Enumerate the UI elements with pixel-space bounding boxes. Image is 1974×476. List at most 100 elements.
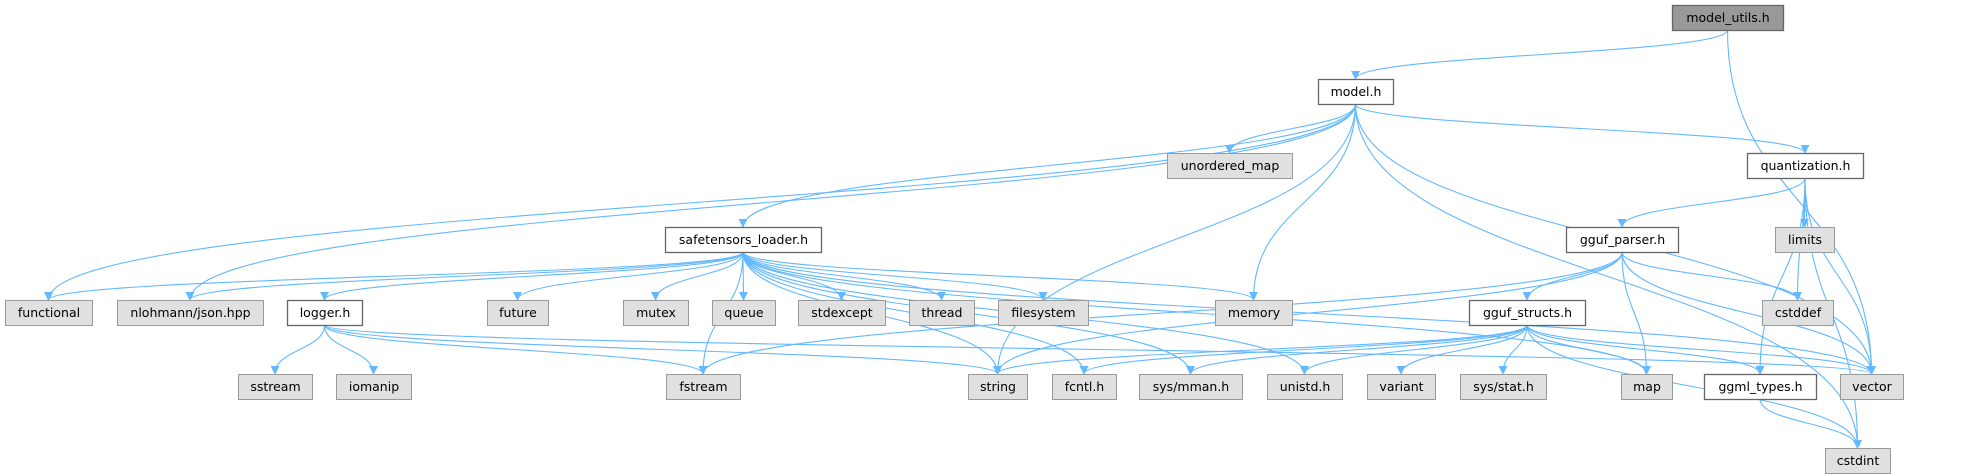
node-box: [664, 226, 823, 254]
edge-logger-to-sstream: [270, 324, 326, 375]
node-vector: vector: [1840, 374, 1904, 400]
edge-safetensors_loader-to-thread: [742, 251, 946, 301]
node-label: future: [499, 305, 537, 320]
edge-logger-to-iomanip: [323, 324, 378, 375]
node-filesystem: filesystem: [998, 300, 1089, 326]
node-box: [1621, 374, 1673, 400]
node-box: [1825, 448, 1891, 474]
edge-model-to-string: [993, 103, 1357, 375]
node-box: [623, 300, 689, 326]
edge-ggml_types-to-cstdint: [1759, 398, 1862, 449]
node-model[interactable]: model.h: [1317, 78, 1395, 106]
node-logger[interactable]: logger.h: [286, 299, 364, 327]
node-box: [1775, 227, 1835, 253]
edge-quantization-to-vector: [1804, 177, 1876, 375]
node-future: future: [487, 300, 549, 326]
node-box: [712, 300, 776, 326]
node-gguf-parser[interactable]: gguf_parser.h: [1565, 226, 1680, 254]
edge-safetensors_loader-to-filesystem: [742, 251, 1048, 301]
node-label: logger.h: [300, 305, 351, 320]
node-box: [117, 300, 264, 326]
node-label: gguf_parser.h: [1580, 232, 1665, 247]
node-box: [998, 300, 1089, 326]
node-fcntl: fcntl.h: [1052, 374, 1117, 400]
node-box: [1762, 300, 1834, 326]
node-gguf-structs[interactable]: gguf_structs.h: [1468, 299, 1587, 327]
edge-safetensors_loader-to-mutex: [651, 251, 744, 301]
nodes: model_utils.h model.h unordered_map quantiz…: [5, 4, 1904, 474]
node-cstddef: cstddef: [1762, 300, 1834, 326]
node-label: sys/mman.h: [1153, 379, 1229, 394]
edge-logger-to-string: [323, 324, 1002, 375]
node-mutex: mutex: [623, 300, 689, 326]
node-label: fstream: [679, 379, 727, 394]
node-box: [968, 374, 1028, 400]
edge-safetensors_loader-to-json: [185, 251, 744, 301]
edge-model-to-json: [185, 103, 1357, 301]
node-label: sstream: [250, 379, 300, 394]
node-variant: variant: [1367, 374, 1436, 400]
node-label: safetensors_loader.h: [679, 232, 808, 247]
node-limits: limits: [1775, 227, 1835, 253]
edge-gguf_parser-to-fstream: [698, 251, 1623, 375]
node-label: gguf_structs.h: [1483, 305, 1572, 320]
node-label: string: [980, 379, 1016, 394]
edge-safetensors_loader-to-vector: [742, 251, 1876, 375]
node-box: [798, 300, 886, 326]
edge-safetensors_loader-to-stdexcept: [742, 251, 846, 301]
node-label: map: [1633, 379, 1661, 394]
node-label: functional: [18, 305, 80, 320]
node-label: vector: [1852, 379, 1893, 394]
node-map: map: [1621, 374, 1673, 400]
node-label: unistd.h: [1280, 379, 1331, 394]
edge-gguf_structs-to-variant: [1396, 324, 1528, 375]
edge-model_utils-to-model: [1351, 29, 1729, 80]
node-box: [666, 374, 741, 400]
node-label: fcntl.h: [1065, 379, 1104, 394]
node-label: thread: [922, 305, 963, 320]
node-thread: thread: [909, 300, 975, 326]
edge-model-to-memory: [1249, 103, 1357, 301]
node-label: iomanip: [349, 379, 399, 394]
edge-model-to-functional: [44, 103, 1357, 301]
edge-gguf_structs-to-cstdint: [1526, 324, 1862, 449]
node-box: [1840, 374, 1904, 400]
edge-safetensors_loader-to-future: [513, 251, 744, 301]
node-label: quantization.h: [1761, 158, 1851, 173]
node-label: unordered_map: [1181, 158, 1280, 173]
node-quantization[interactable]: quantization.h: [1746, 152, 1865, 180]
edge-gguf_structs-to-sys_mman: [1186, 324, 1528, 375]
node-model-utils[interactable]: model_utils.h: [1671, 4, 1785, 32]
node-label: cstdint: [1837, 453, 1880, 468]
edge-gguf_parser-to-cstddef: [1621, 251, 1802, 301]
node-label: nlohmann/json.hpp: [130, 305, 250, 320]
node-unordered-map: unordered_map: [1167, 153, 1293, 179]
node-unistd: unistd.h: [1267, 374, 1343, 400]
edge-model-to-cstdint: [1354, 103, 1862, 449]
edge-quantization-to-gguf_parser: [1617, 177, 1806, 228]
node-iomanip: iomanip: [336, 374, 412, 400]
node-label: variant: [1379, 379, 1423, 394]
edge-gguf_parser-to-gguf_structs: [1522, 251, 1623, 301]
edge-gguf_parser-to-vector: [1621, 251, 1876, 375]
edge-model-to-unordered_map: [1225, 103, 1357, 154]
node-box: [238, 374, 313, 400]
node-safetensors-loader[interactable]: safetensors_loader.h: [664, 226, 823, 254]
edge-gguf_structs-to-vector: [1526, 324, 1876, 375]
node-box: [1671, 4, 1785, 32]
edge-model-to-safetensors_loader: [738, 103, 1357, 228]
node-box: [336, 374, 412, 400]
node-sys-stat: sys/stat.h: [1460, 374, 1547, 400]
node-ggml-types[interactable]: ggml_types.h: [1703, 373, 1818, 401]
node-box: [1468, 299, 1587, 327]
node-fstream: fstream: [666, 374, 741, 400]
node-string: string: [968, 374, 1028, 400]
node-label: sys/stat.h: [1473, 379, 1534, 394]
node-json: nlohmann/json.hpp: [117, 300, 264, 326]
node-label: model_utils.h: [1686, 10, 1769, 25]
node-label: memory: [1228, 305, 1281, 320]
node-label: mutex: [636, 305, 676, 320]
edge-safetensors_loader-to-memory: [742, 251, 1258, 301]
edge-quantization-to-ggml_types: [1755, 177, 1806, 375]
node-label: stdexcept: [811, 305, 872, 320]
